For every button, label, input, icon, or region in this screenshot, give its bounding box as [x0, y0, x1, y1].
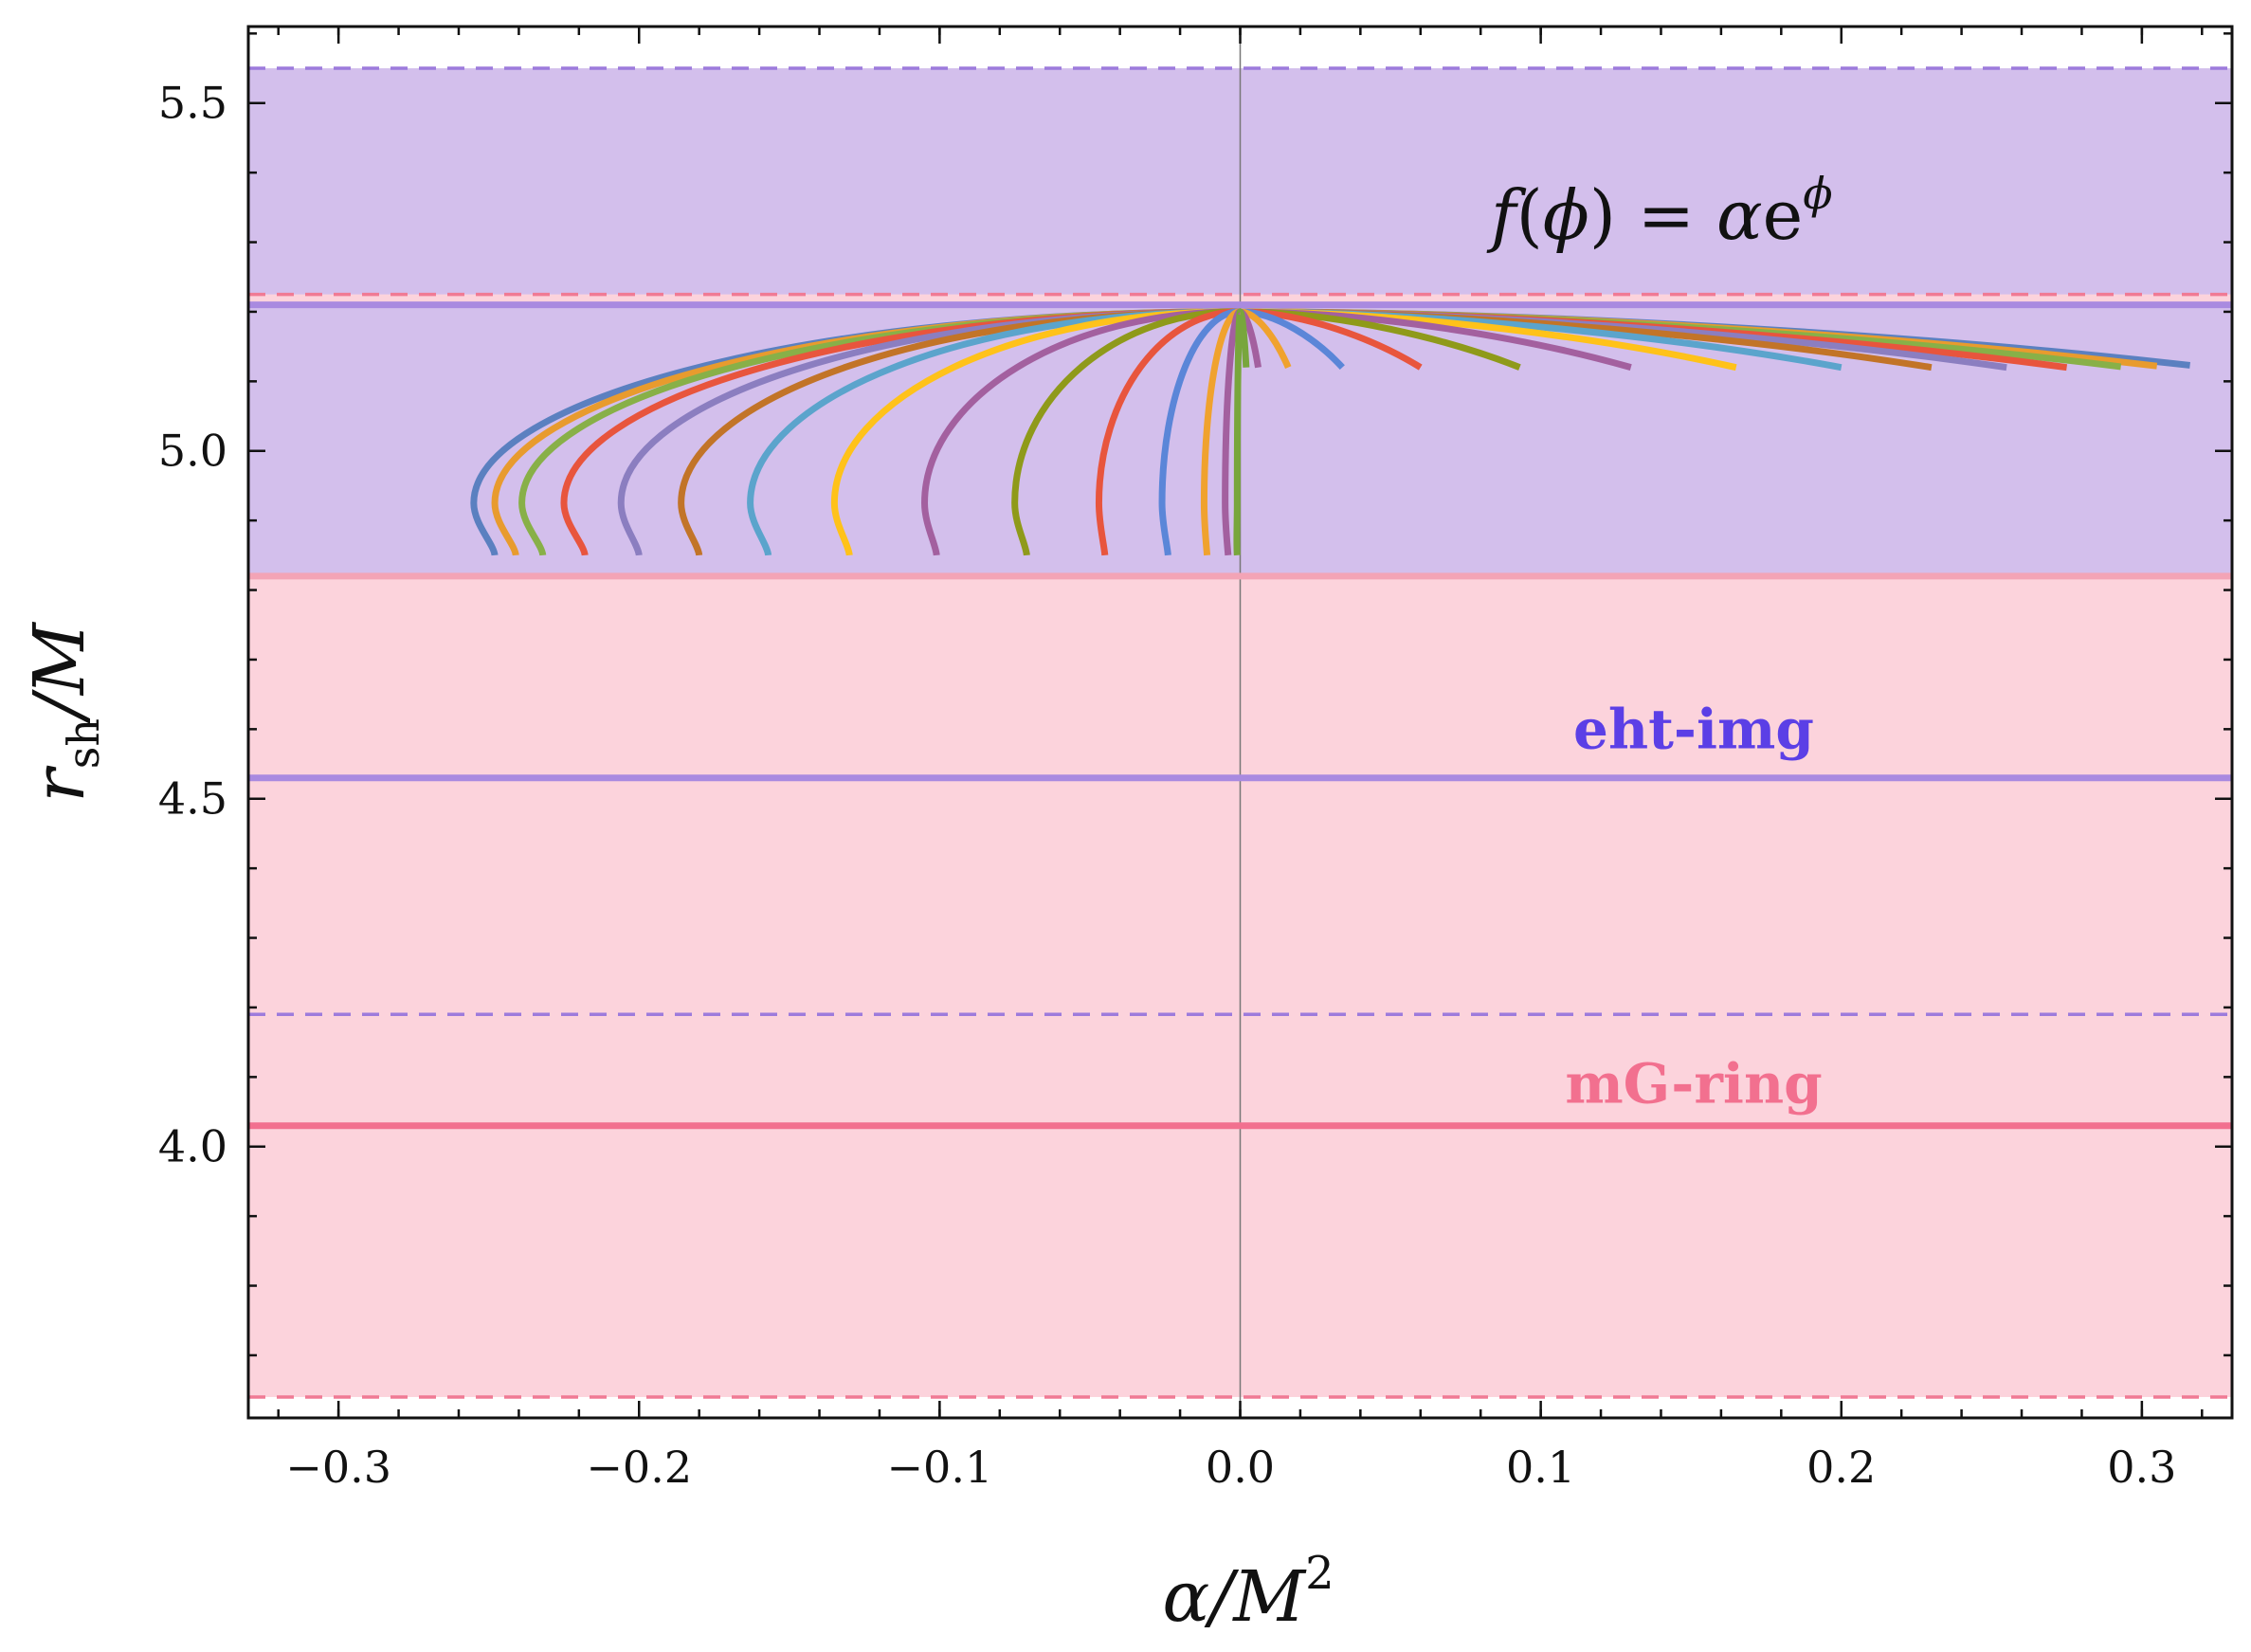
- curve-left-15: [1233, 308, 1243, 556]
- curve-right-15: [1237, 308, 1250, 368]
- annotation-arg: ϕ: [1543, 175, 1589, 255]
- x-tick-label: 0.3: [2107, 1442, 2176, 1493]
- y-tick-label: 5.5: [158, 78, 227, 129]
- curve-left-8: [830, 308, 1241, 556]
- coupling-function-annotation: f(ϕ) = αeϕ: [1486, 168, 1833, 255]
- y-axis-label: rsh/M: [19, 621, 109, 803]
- y-axis-label-main: r: [19, 765, 100, 803]
- curve-left-13: [1200, 308, 1242, 556]
- x-axis-label-rest: /M: [1204, 1556, 1307, 1638]
- x-tick-label: −0.2: [586, 1442, 692, 1493]
- annotation-rhs-exp: ϕ: [1803, 168, 1832, 219]
- y-axis-label-sub: sh: [58, 718, 109, 769]
- x-tick-labels: −0.3 −0.2 −0.1 0.0 0.1 0.2 0.3: [285, 1442, 2176, 1493]
- x-axis-label-sup: 2: [1305, 1547, 1334, 1600]
- y-tick-labels: 4.0 4.5 5.0 5.5: [158, 78, 227, 1172]
- shadow-radius-curves: [470, 308, 2190, 556]
- curve-left-11: [1095, 308, 1241, 556]
- curve-left-14: [1222, 308, 1243, 556]
- curve-left-10: [1011, 308, 1241, 556]
- x-axis-label: α/M2: [1162, 1547, 1334, 1638]
- x-tick-label: 0.1: [1506, 1442, 1575, 1493]
- x-tick-label: 0.2: [1806, 1442, 1876, 1493]
- curve-left-12: [1158, 308, 1241, 556]
- axis-ticks: [248, 27, 2232, 1418]
- y-tick-label: 4.5: [158, 773, 227, 825]
- x-tick-label: −0.3: [285, 1442, 391, 1493]
- band-label-mg-ring: mG-ring: [1565, 1052, 1822, 1116]
- y-tick-label: 4.0: [158, 1121, 227, 1172]
- x-tick-label: 0.0: [1206, 1442, 1275, 1493]
- curve-left-7: [747, 308, 1241, 556]
- annotation-rhs-base: e: [1763, 175, 1804, 255]
- x-axis-label-main: α: [1162, 1556, 1209, 1638]
- curve-left-9: [921, 308, 1241, 556]
- y-axis-label-rest: /M: [19, 621, 100, 724]
- band-boundary-lines: [248, 66, 2232, 1399]
- x-tick-label: −0.1: [887, 1442, 993, 1493]
- y-tick-label: 5.0: [158, 426, 227, 477]
- annotation-rhs: α: [1716, 175, 1763, 255]
- band-label-eht-img: eht-img: [1573, 697, 1814, 761]
